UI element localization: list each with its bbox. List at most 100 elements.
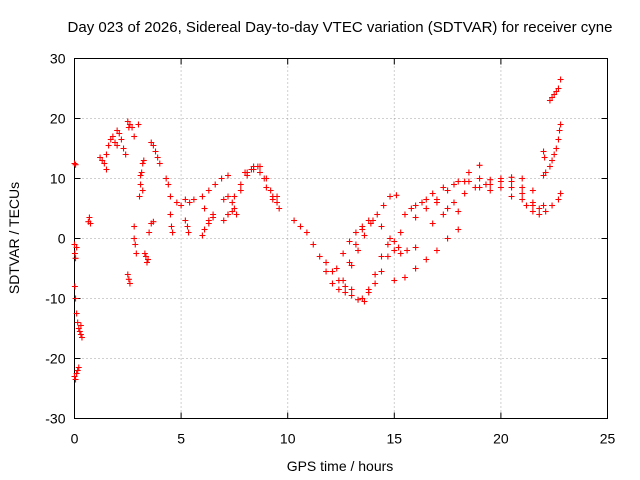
- data-point: [131, 223, 138, 230]
- data-point: [71, 160, 78, 167]
- data-point: [124, 271, 131, 278]
- data-point: [429, 220, 436, 227]
- data-point: [150, 218, 157, 225]
- data-point: [182, 196, 189, 203]
- data-point: [248, 166, 255, 173]
- y-tick-label: -10: [45, 291, 65, 307]
- data-point: [429, 190, 436, 197]
- data-point: [365, 286, 372, 293]
- data-point: [140, 157, 147, 164]
- data-point: [540, 148, 547, 155]
- data-point: [487, 181, 494, 188]
- data-point: [536, 205, 543, 212]
- data-point: [145, 256, 152, 263]
- data-point: [125, 276, 132, 283]
- data-point: [440, 184, 447, 191]
- data-point: [71, 250, 78, 257]
- data-point: [333, 265, 340, 272]
- data-point: [497, 178, 504, 185]
- data-point: [212, 181, 219, 188]
- data-point: [229, 199, 236, 206]
- data-point: [139, 187, 146, 194]
- data-point: [542, 208, 549, 215]
- data-point: [361, 232, 368, 239]
- data-point: [404, 247, 411, 254]
- data-point: [508, 193, 515, 200]
- data-point: [551, 151, 558, 158]
- data-point: [72, 161, 79, 168]
- data-point: [137, 181, 144, 188]
- data-point: [401, 274, 408, 281]
- data-point: [74, 367, 81, 374]
- data-point: [348, 286, 355, 293]
- data-point: [541, 154, 548, 161]
- data-point: [225, 211, 232, 218]
- data-point: [476, 162, 483, 169]
- data-point: [444, 187, 451, 194]
- data-point: [72, 376, 79, 383]
- data-point: [323, 259, 330, 266]
- data-point: [136, 193, 143, 200]
- x-axis-label: GPS time / hours: [287, 458, 394, 474]
- data-point: [433, 247, 440, 254]
- data-point: [423, 196, 430, 203]
- data-point: [163, 175, 170, 182]
- data-point: [359, 295, 366, 302]
- data-point: [229, 208, 236, 215]
- data-point: [316, 253, 323, 260]
- x-tick-label: 5: [177, 431, 185, 447]
- data-point: [455, 226, 462, 233]
- data-point: [450, 199, 457, 206]
- data-point: [529, 208, 536, 215]
- data-point: [549, 157, 556, 164]
- data-point: [101, 160, 108, 167]
- data-point: [72, 255, 79, 262]
- data-point: [412, 244, 419, 251]
- data-point: [542, 169, 549, 176]
- data-point: [116, 130, 123, 137]
- data-point: [87, 220, 94, 227]
- data-point: [555, 85, 562, 92]
- data-point: [141, 250, 148, 257]
- data-point: [297, 223, 304, 230]
- data-point: [455, 178, 462, 185]
- data-point: [323, 268, 330, 275]
- data-point: [73, 310, 80, 317]
- data-point: [423, 205, 430, 212]
- data-point: [78, 334, 85, 341]
- data-point: [378, 223, 385, 230]
- data-point: [408, 205, 415, 212]
- data-point: [120, 145, 127, 152]
- data-point: [444, 235, 451, 242]
- data-point: [378, 253, 385, 260]
- data-point: [263, 184, 270, 191]
- data-point: [529, 187, 536, 194]
- data-point: [553, 145, 560, 152]
- data-point: [135, 121, 142, 128]
- y-tick-label: 30: [50, 51, 66, 67]
- x-tick-label: 0: [71, 431, 79, 447]
- data-point: [73, 244, 80, 251]
- data-point: [185, 229, 192, 236]
- data-point: [178, 202, 185, 209]
- data-point: [218, 175, 225, 182]
- data-point: [122, 151, 129, 158]
- x-tick-label: 25: [600, 431, 616, 447]
- y-tick-label: 10: [50, 171, 66, 187]
- data-point: [401, 211, 408, 218]
- data-point: [291, 217, 298, 224]
- data-point: [342, 289, 349, 296]
- data-point: [352, 229, 359, 236]
- data-point: [423, 256, 430, 263]
- data-point: [348, 292, 355, 299]
- data-point: [355, 296, 362, 303]
- data-point: [346, 238, 353, 245]
- data-point: [103, 166, 110, 173]
- data-point: [114, 142, 121, 149]
- data-point: [220, 196, 227, 203]
- data-point: [256, 169, 263, 176]
- data-point: [557, 190, 564, 197]
- data-point: [186, 199, 193, 206]
- data-point: [152, 148, 159, 155]
- data-point: [267, 187, 274, 194]
